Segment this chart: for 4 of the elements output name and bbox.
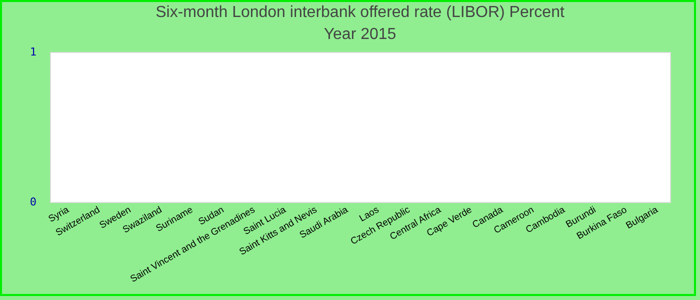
chart-subtitle: Year 2015 (324, 26, 396, 43)
chart-title: Six-month London interbank offered rate (LIBOR) Percent (156, 4, 565, 21)
y-tick-label: 1 (30, 46, 36, 58)
y-tick-label: 0 (30, 196, 36, 208)
